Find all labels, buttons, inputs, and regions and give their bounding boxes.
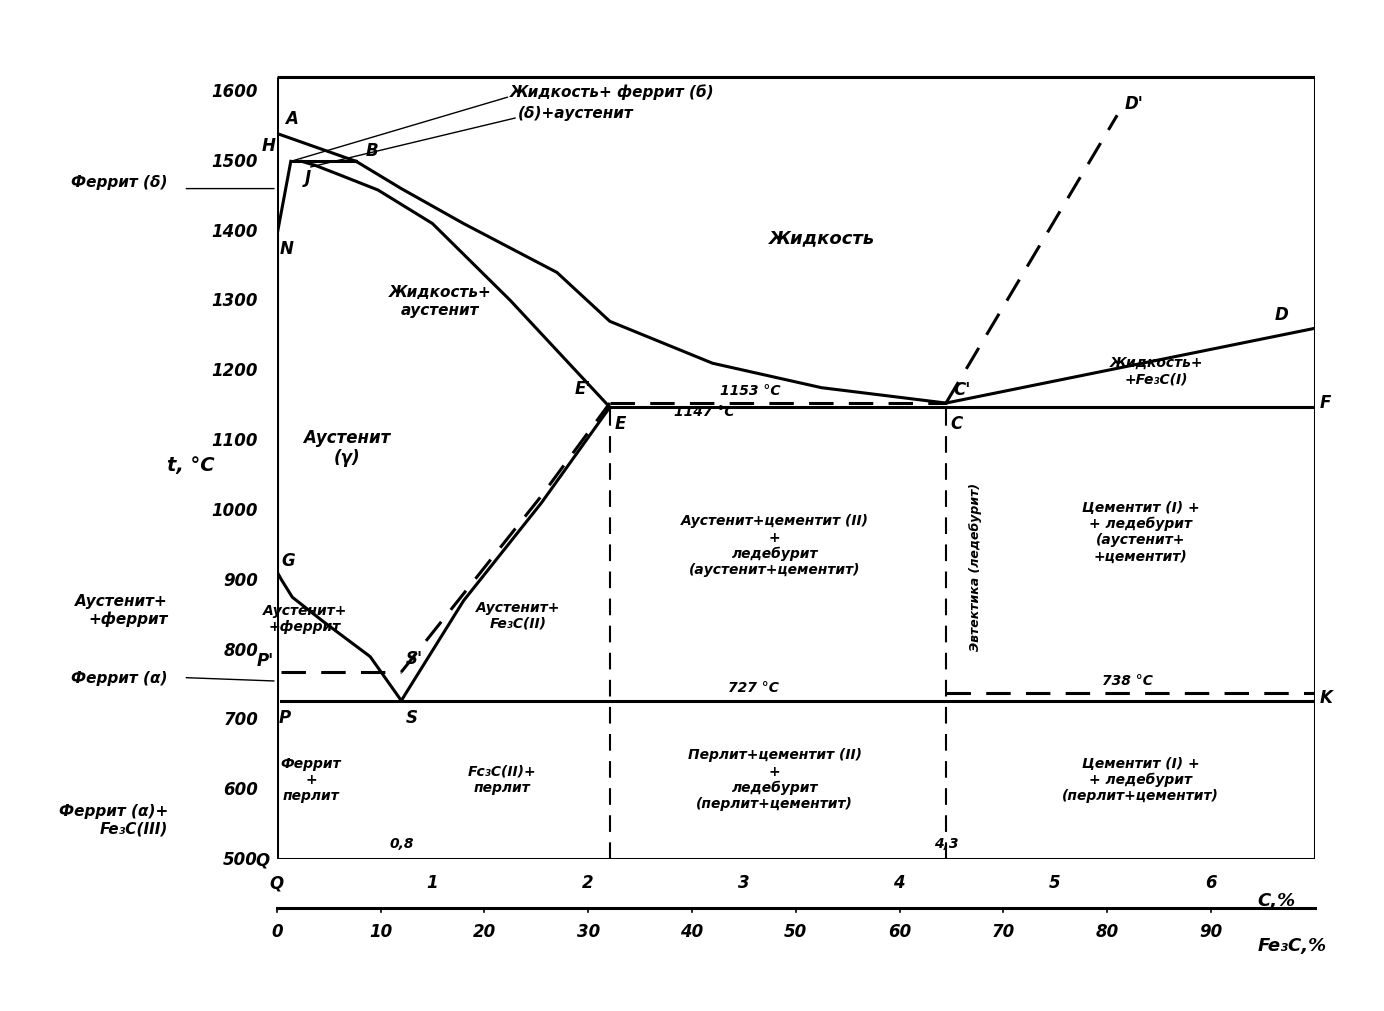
- Text: Аустенит
(γ): Аустенит (γ): [303, 429, 390, 467]
- Text: Аустенит+: Аустенит+: [75, 593, 167, 609]
- Text: 50: 50: [785, 922, 807, 940]
- Text: Жидкость: Жидкость: [768, 229, 875, 248]
- Text: 20: 20: [473, 922, 495, 940]
- Text: Fe₃C,%: Fe₃C,%: [1257, 936, 1326, 954]
- Text: 2: 2: [583, 874, 594, 892]
- Text: 600: 600: [223, 780, 259, 799]
- Text: Цементит (I) +
+ ледебурит
(аустенит+
+цементит): Цементит (I) + + ледебурит (аустенит+ +ц…: [1082, 499, 1200, 563]
- Text: Жидкость+
+Fe₃C(I): Жидкость+ +Fe₃C(I): [1110, 356, 1203, 386]
- Text: 90: 90: [1200, 922, 1222, 940]
- Text: 80: 80: [1096, 922, 1118, 940]
- Text: 10: 10: [370, 922, 392, 940]
- Text: 4: 4: [894, 874, 905, 892]
- Text: Fc₃C(II)+
перлит: Fc₃C(II)+ перлит: [468, 764, 537, 795]
- Text: 800: 800: [223, 641, 259, 659]
- Text: 6: 6: [1204, 874, 1217, 892]
- Text: Аустенит+
Fe₃C(II): Аустенит+ Fe₃C(II): [476, 600, 561, 630]
- Text: Феррит (α): Феррит (α): [72, 670, 167, 685]
- Text: 500: 500: [223, 850, 259, 868]
- Text: B: B: [365, 142, 378, 160]
- Text: 60: 60: [889, 922, 911, 940]
- Text: D': D': [1125, 95, 1143, 112]
- Text: 40: 40: [681, 922, 703, 940]
- Text: Fe₃C(III): Fe₃C(III): [100, 821, 167, 835]
- Text: (δ)+аустенит: (δ)+аустенит: [518, 106, 634, 121]
- Text: 70: 70: [992, 922, 1014, 940]
- Text: Q: Q: [255, 850, 268, 868]
- Text: Q: Q: [270, 874, 284, 892]
- Text: 727 °C: 727 °C: [728, 680, 779, 694]
- Text: 0,8: 0,8: [389, 836, 414, 850]
- Text: Эвтектика (ледебурит): Эвтектика (ледебурит): [969, 482, 983, 650]
- Text: A: A: [285, 110, 298, 128]
- Text: 5: 5: [1049, 874, 1060, 892]
- Text: 1200: 1200: [212, 362, 259, 380]
- Text: Перлит+цементит (II)
+
ледебурит
(перлит+цементит): Перлит+цементит (II) + ледебурит (перлит…: [688, 748, 862, 811]
- Text: 1100: 1100: [212, 432, 259, 450]
- Text: 1153 °C: 1153 °C: [720, 383, 781, 397]
- Text: K: K: [1319, 688, 1333, 707]
- Text: E: E: [614, 415, 626, 432]
- Text: 1147 °C: 1147 °C: [674, 404, 734, 419]
- Text: G: G: [281, 552, 295, 570]
- Text: S: S: [406, 708, 418, 726]
- Text: 1600: 1600: [212, 83, 259, 101]
- Text: H: H: [262, 136, 275, 155]
- Text: 738 °C: 738 °C: [1102, 673, 1153, 687]
- Text: S': S': [406, 649, 424, 667]
- Text: 900: 900: [223, 571, 259, 589]
- Text: N: N: [280, 240, 293, 258]
- Text: Феррит
+
перлит: Феррит + перлит: [281, 756, 342, 803]
- Text: 1: 1: [426, 874, 439, 892]
- Text: t, °C: t, °C: [167, 456, 215, 474]
- Text: 4,3: 4,3: [934, 836, 958, 850]
- Text: 700: 700: [223, 711, 259, 729]
- Text: C: C: [951, 415, 963, 432]
- Text: C,%: C,%: [1257, 891, 1295, 909]
- Text: 1400: 1400: [212, 222, 259, 241]
- Text: 3: 3: [738, 874, 750, 892]
- Text: Аустенит+цементит (II)
+
ледебурит
(аустенит+цементит): Аустенит+цементит (II) + ледебурит (ауст…: [681, 514, 869, 576]
- Text: Аустенит+
+феррит: Аустенит+ +феррит: [263, 604, 347, 634]
- Text: Жидкость+ феррит (б): Жидкость+ феррит (б): [511, 85, 716, 100]
- Text: J: J: [304, 169, 311, 186]
- Text: D: D: [1275, 305, 1289, 324]
- Text: Цементит (I) +
+ ледебурит
(перлит+цементит): Цементит (I) + + ледебурит (перлит+цемен…: [1062, 756, 1219, 803]
- Text: F: F: [1319, 393, 1331, 411]
- Text: Феррит (α)+: Феррит (α)+: [58, 803, 167, 818]
- Text: Феррит (δ): Феррит (δ): [72, 175, 167, 190]
- Text: P: P: [278, 708, 291, 726]
- Text: 1300: 1300: [212, 292, 259, 310]
- Text: +феррит: +феррит: [89, 611, 167, 627]
- Text: P': P': [256, 651, 274, 669]
- Text: 30: 30: [577, 922, 599, 940]
- Text: C': C': [954, 381, 972, 398]
- Text: Жидкость+
аустенит: Жидкость+ аустенит: [389, 285, 491, 317]
- Text: 1000: 1000: [212, 501, 259, 520]
- Text: 0: 0: [271, 922, 282, 940]
- Text: 1500: 1500: [212, 153, 259, 171]
- Text: E': E': [574, 379, 591, 397]
